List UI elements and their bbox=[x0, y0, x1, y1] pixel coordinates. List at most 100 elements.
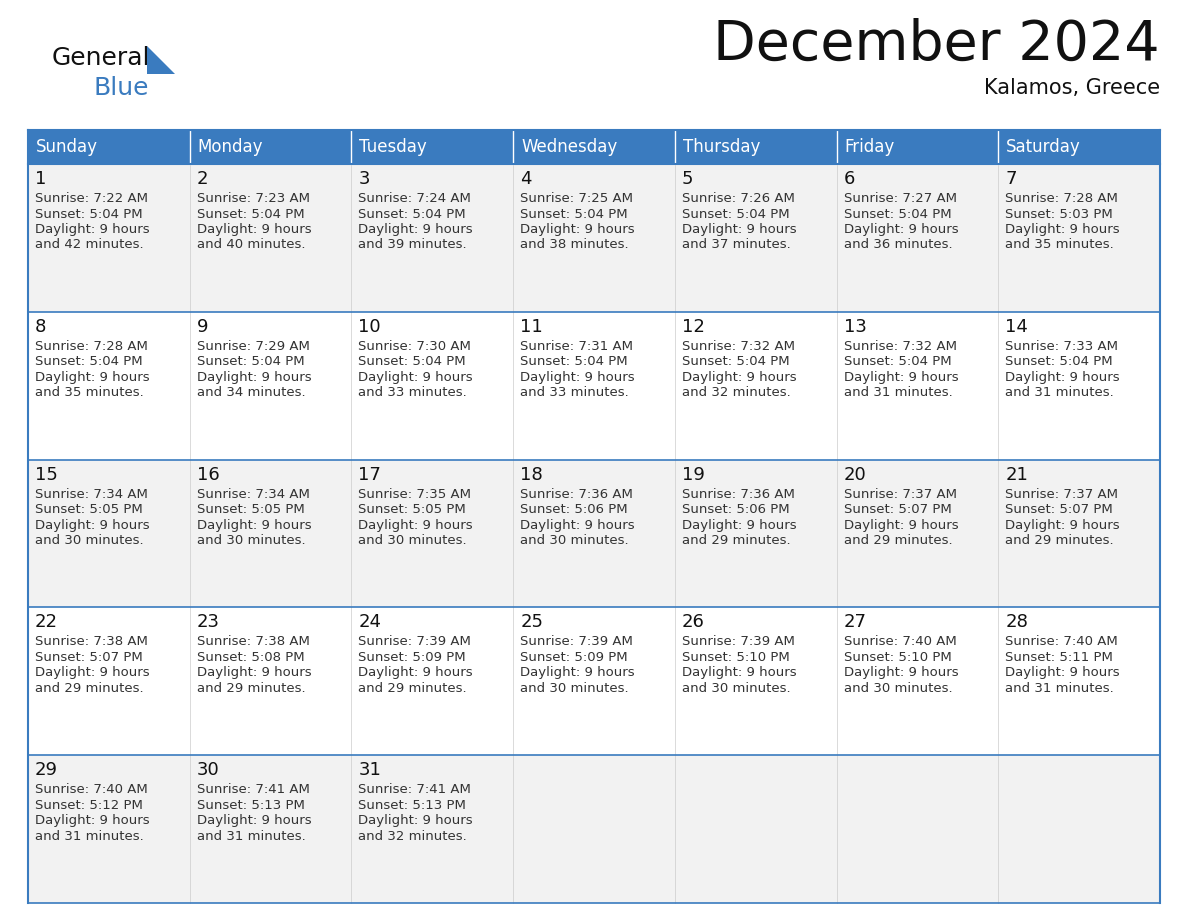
Text: 22: 22 bbox=[34, 613, 58, 632]
Text: and 29 minutes.: and 29 minutes. bbox=[359, 682, 467, 695]
Bar bbox=[513, 164, 675, 312]
Text: Sunset: 5:04 PM: Sunset: 5:04 PM bbox=[34, 355, 143, 368]
Text: Daylight: 9 hours: Daylight: 9 hours bbox=[359, 814, 473, 827]
Text: Sunrise: 7:37 AM: Sunrise: 7:37 AM bbox=[1005, 487, 1118, 500]
Bar bbox=[352, 130, 513, 164]
Text: and 29 minutes.: and 29 minutes. bbox=[34, 682, 144, 695]
Text: Sunrise: 7:40 AM: Sunrise: 7:40 AM bbox=[1005, 635, 1118, 648]
Bar bbox=[352, 608, 513, 756]
Bar bbox=[836, 130, 998, 164]
Text: and 32 minutes.: and 32 minutes. bbox=[682, 386, 790, 399]
Bar bbox=[513, 312, 675, 460]
Bar bbox=[29, 460, 190, 608]
Text: and 30 minutes.: and 30 minutes. bbox=[34, 534, 144, 547]
Text: Daylight: 9 hours: Daylight: 9 hours bbox=[682, 223, 796, 236]
Text: Sunrise: 7:39 AM: Sunrise: 7:39 AM bbox=[520, 635, 633, 648]
Text: Sunday: Sunday bbox=[36, 138, 97, 156]
Bar bbox=[513, 608, 675, 756]
Text: 10: 10 bbox=[359, 318, 381, 336]
Text: Daylight: 9 hours: Daylight: 9 hours bbox=[682, 666, 796, 679]
Text: 16: 16 bbox=[197, 465, 220, 484]
Text: Sunset: 5:04 PM: Sunset: 5:04 PM bbox=[34, 207, 143, 220]
Text: 7: 7 bbox=[1005, 170, 1017, 188]
Text: Daylight: 9 hours: Daylight: 9 hours bbox=[843, 223, 959, 236]
Text: 29: 29 bbox=[34, 761, 58, 779]
Bar bbox=[836, 460, 998, 608]
Bar bbox=[998, 608, 1159, 756]
Text: 28: 28 bbox=[1005, 613, 1028, 632]
Text: Sunrise: 7:35 AM: Sunrise: 7:35 AM bbox=[359, 487, 472, 500]
Text: and 29 minutes.: and 29 minutes. bbox=[682, 534, 790, 547]
Text: Sunrise: 7:29 AM: Sunrise: 7:29 AM bbox=[197, 340, 310, 353]
Text: Friday: Friday bbox=[845, 138, 895, 156]
Text: and 39 minutes.: and 39 minutes. bbox=[359, 239, 467, 252]
Bar bbox=[190, 608, 352, 756]
Text: Daylight: 9 hours: Daylight: 9 hours bbox=[1005, 223, 1120, 236]
Text: Sunrise: 7:30 AM: Sunrise: 7:30 AM bbox=[359, 340, 472, 353]
Text: 15: 15 bbox=[34, 465, 58, 484]
Text: Daylight: 9 hours: Daylight: 9 hours bbox=[34, 814, 150, 827]
Text: 9: 9 bbox=[197, 318, 208, 336]
Text: 1: 1 bbox=[34, 170, 46, 188]
Text: Sunset: 5:13 PM: Sunset: 5:13 PM bbox=[359, 799, 467, 812]
Text: Sunrise: 7:23 AM: Sunrise: 7:23 AM bbox=[197, 192, 310, 205]
Text: 11: 11 bbox=[520, 318, 543, 336]
Text: 6: 6 bbox=[843, 170, 855, 188]
Text: Daylight: 9 hours: Daylight: 9 hours bbox=[359, 223, 473, 236]
Text: 31: 31 bbox=[359, 761, 381, 779]
Text: Sunset: 5:04 PM: Sunset: 5:04 PM bbox=[520, 355, 627, 368]
Text: Daylight: 9 hours: Daylight: 9 hours bbox=[359, 666, 473, 679]
Text: and 29 minutes.: and 29 minutes. bbox=[843, 534, 953, 547]
Text: Sunset: 5:07 PM: Sunset: 5:07 PM bbox=[843, 503, 952, 516]
Text: Kalamos, Greece: Kalamos, Greece bbox=[984, 78, 1159, 98]
Text: Sunset: 5:05 PM: Sunset: 5:05 PM bbox=[34, 503, 143, 516]
Bar bbox=[29, 164, 190, 312]
Text: Daylight: 9 hours: Daylight: 9 hours bbox=[682, 519, 796, 532]
Text: and 30 minutes.: and 30 minutes. bbox=[197, 534, 305, 547]
Text: Daylight: 9 hours: Daylight: 9 hours bbox=[34, 223, 150, 236]
Bar bbox=[675, 460, 836, 608]
Text: Daylight: 9 hours: Daylight: 9 hours bbox=[682, 371, 796, 384]
Text: Sunrise: 7:40 AM: Sunrise: 7:40 AM bbox=[843, 635, 956, 648]
Bar bbox=[836, 312, 998, 460]
Text: 27: 27 bbox=[843, 613, 866, 632]
Text: Sunset: 5:04 PM: Sunset: 5:04 PM bbox=[1005, 355, 1113, 368]
Text: Sunrise: 7:41 AM: Sunrise: 7:41 AM bbox=[359, 783, 472, 796]
Text: Daylight: 9 hours: Daylight: 9 hours bbox=[520, 223, 634, 236]
Text: 20: 20 bbox=[843, 465, 866, 484]
Text: and 31 minutes.: and 31 minutes. bbox=[197, 830, 305, 843]
Text: Daylight: 9 hours: Daylight: 9 hours bbox=[197, 223, 311, 236]
Text: Sunset: 5:06 PM: Sunset: 5:06 PM bbox=[520, 503, 627, 516]
Bar bbox=[29, 608, 190, 756]
Text: and 32 minutes.: and 32 minutes. bbox=[359, 830, 467, 843]
Bar bbox=[29, 756, 190, 903]
Text: Sunrise: 7:38 AM: Sunrise: 7:38 AM bbox=[34, 635, 147, 648]
Text: Daylight: 9 hours: Daylight: 9 hours bbox=[1005, 371, 1120, 384]
Text: 4: 4 bbox=[520, 170, 532, 188]
Text: and 30 minutes.: and 30 minutes. bbox=[843, 682, 953, 695]
Text: and 33 minutes.: and 33 minutes. bbox=[359, 386, 467, 399]
Text: Sunset: 5:04 PM: Sunset: 5:04 PM bbox=[520, 207, 627, 220]
Text: Daylight: 9 hours: Daylight: 9 hours bbox=[197, 519, 311, 532]
Bar bbox=[513, 460, 675, 608]
Text: Daylight: 9 hours: Daylight: 9 hours bbox=[843, 371, 959, 384]
Text: 24: 24 bbox=[359, 613, 381, 632]
Bar bbox=[190, 756, 352, 903]
Bar bbox=[352, 164, 513, 312]
Text: Daylight: 9 hours: Daylight: 9 hours bbox=[843, 666, 959, 679]
Text: Sunset: 5:04 PM: Sunset: 5:04 PM bbox=[359, 355, 466, 368]
Text: and 30 minutes.: and 30 minutes. bbox=[359, 534, 467, 547]
Text: and 31 minutes.: and 31 minutes. bbox=[843, 386, 953, 399]
Text: 21: 21 bbox=[1005, 465, 1028, 484]
Text: and 31 minutes.: and 31 minutes. bbox=[34, 830, 144, 843]
Text: Sunrise: 7:34 AM: Sunrise: 7:34 AM bbox=[34, 487, 147, 500]
Text: Sunset: 5:10 PM: Sunset: 5:10 PM bbox=[682, 651, 790, 664]
Text: 12: 12 bbox=[682, 318, 704, 336]
Text: Sunrise: 7:33 AM: Sunrise: 7:33 AM bbox=[1005, 340, 1118, 353]
Text: Daylight: 9 hours: Daylight: 9 hours bbox=[359, 371, 473, 384]
Text: and 33 minutes.: and 33 minutes. bbox=[520, 386, 628, 399]
Text: Sunrise: 7:25 AM: Sunrise: 7:25 AM bbox=[520, 192, 633, 205]
Text: Daylight: 9 hours: Daylight: 9 hours bbox=[34, 666, 150, 679]
Text: Daylight: 9 hours: Daylight: 9 hours bbox=[197, 371, 311, 384]
Text: and 30 minutes.: and 30 minutes. bbox=[520, 534, 628, 547]
